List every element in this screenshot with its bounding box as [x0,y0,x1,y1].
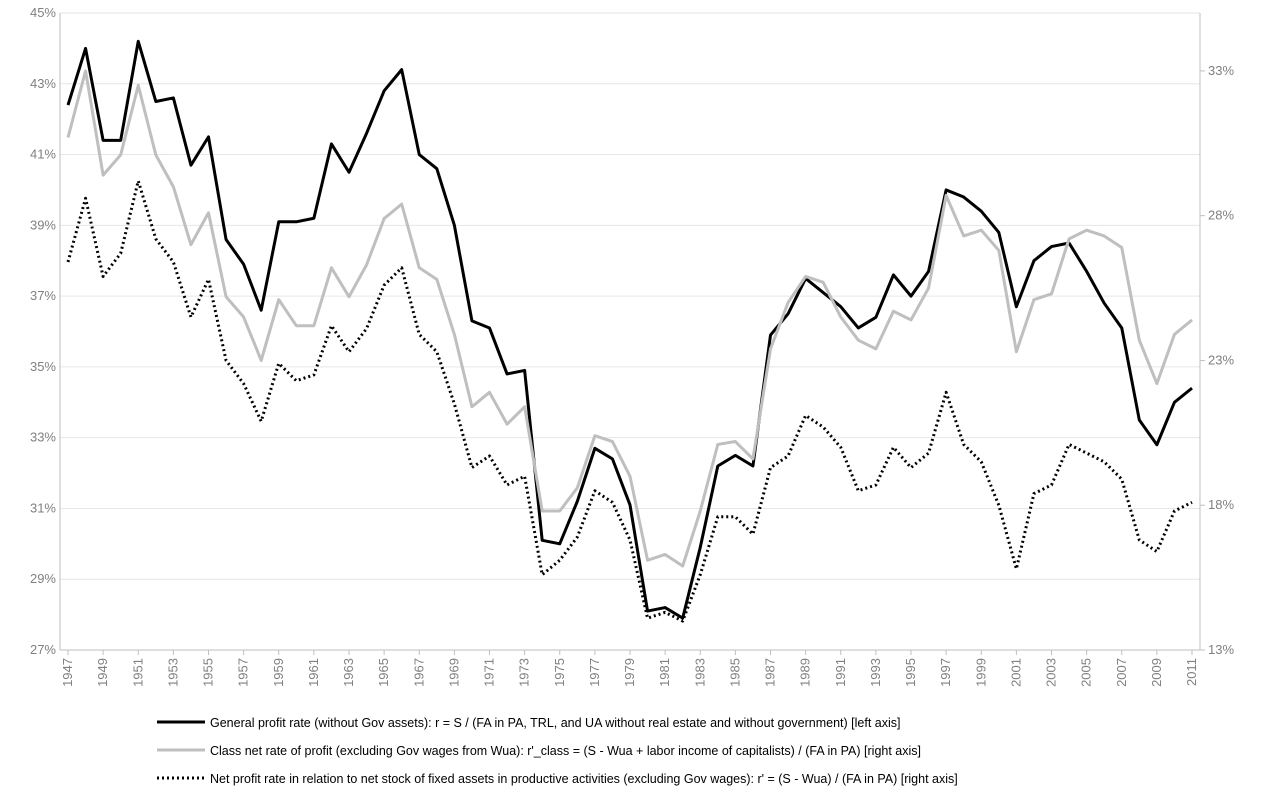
x-tick-label: 2001 [1008,658,1023,687]
x-tick-label: 1953 [165,658,180,687]
x-tick-label: 2005 [1079,658,1094,687]
x-tick-label: 1967 [411,658,426,687]
x-tick-label: 1995 [903,658,918,687]
x-tick-label: 1969 [446,658,461,687]
x-tick-label: 1989 [798,658,813,687]
y2-tick-label: 33% [1208,63,1234,78]
y-tick-label: 45% [30,5,56,20]
legend-label: General profit rate (without Gov assets)… [210,716,901,730]
x-tick-label: 1979 [622,658,637,687]
y-tick-label: 43% [30,76,56,91]
legend-label: Class net rate of profit (excluding Gov … [210,744,921,758]
x-tick-label: 2003 [1044,658,1059,687]
x-tick-label: 1947 [60,658,75,687]
x-tick-label: 1961 [306,658,321,687]
y2-tick-label: 23% [1208,352,1234,367]
y-tick-label: 41% [30,147,56,162]
x-tick-label: 1991 [833,658,848,687]
x-tick-label: 1983 [692,658,707,687]
x-tick-label: 1975 [552,658,567,687]
x-tick-label: 1957 [236,658,251,687]
series-line [66,39,1193,620]
x-tick-label: 2009 [1149,658,1164,687]
series-line [66,179,1193,623]
x-tick-label: 1999 [973,658,988,687]
y-tick-label: 37% [30,288,56,303]
x-tick-label: 2011 [1184,658,1199,686]
x-tick-label: 1977 [587,658,602,687]
x-tick-label: 2007 [1114,658,1129,687]
x-tick-label: 1959 [271,658,286,687]
x-tick-label: 1965 [376,658,391,687]
x-tick-label: 1963 [341,658,356,687]
x-tick-label: 1985 [727,658,742,687]
series-line [66,69,1193,568]
y-tick-label: 33% [30,430,56,445]
x-tick-label: 1955 [201,658,216,687]
legend-label: Net profit rate in relation to net stock… [210,772,958,786]
y2-tick-label: 13% [1208,642,1234,657]
x-tick-label: 1981 [657,658,672,687]
y-tick-label: 31% [30,500,56,515]
x-tick-label: 1993 [868,658,883,687]
x-tick-label: 1951 [130,658,145,687]
x-tick-label: 1987 [763,658,778,687]
y-tick-label: 29% [30,571,56,586]
y2-tick-label: 28% [1208,208,1234,223]
y-tick-label: 39% [30,217,56,232]
y-tick-label: 27% [30,642,56,657]
y-tick-label: 35% [30,359,56,374]
y2-tick-label: 18% [1208,497,1234,512]
x-tick-label: 1973 [517,658,532,687]
x-tick-label: 1971 [482,658,497,687]
x-tick-label: 1997 [938,658,953,687]
x-tick-label: 1949 [95,658,110,687]
